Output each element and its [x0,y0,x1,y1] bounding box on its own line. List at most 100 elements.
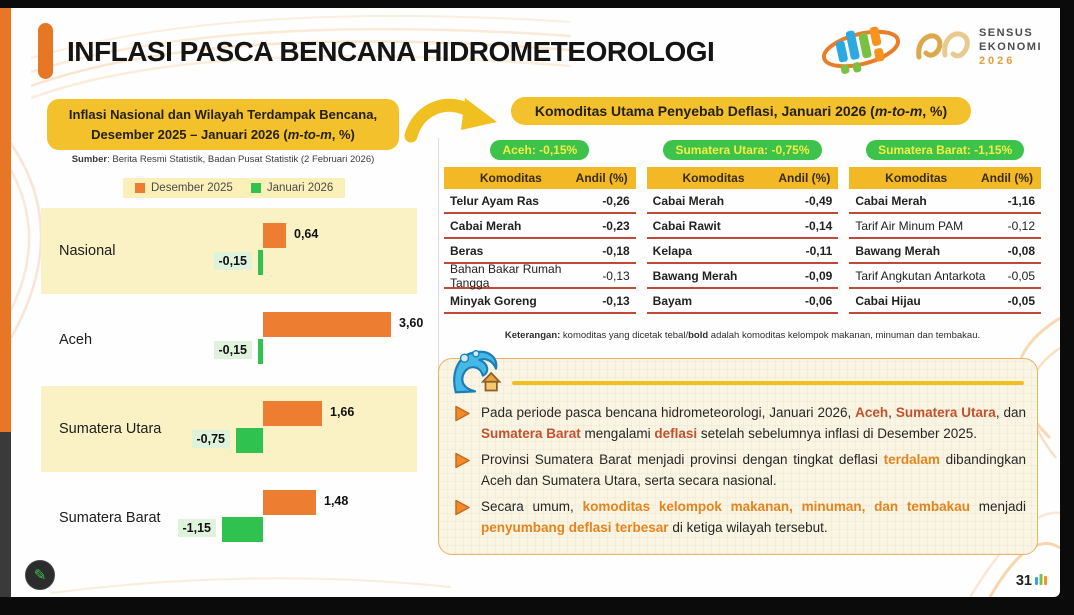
bar-value-januari: -0,75 [191,430,230,448]
bar-desember [263,312,391,337]
table-row: Bawang Merah -0,09 [646,264,839,289]
insight-bullets: Pada periode pasca bencana hidrometeorol… [454,403,1026,544]
table-header-row: Komoditas Andil (%) [646,167,839,189]
pencil-icon: ✎ [33,567,47,584]
commodity-table: Aceh: -0,15% Komoditas Andil (%) Telur Ayam… [444,140,636,314]
table-row: Kelapa -0,11 [646,239,839,264]
panel-divider [438,138,439,498]
col-header-komoditas: Komoditas [479,171,542,185]
commodity-value: -0,05 [1007,293,1036,308]
commodity-value: -0,08 [1007,243,1036,258]
legend-label: Januari 2026 [266,182,334,194]
commodity-name: Beras [450,243,484,258]
legend-item-desember-2025: Desember 2025 [135,182,233,194]
wave-disaster-icon [453,350,502,394]
table-row: Minyak Goreng -0,13 [444,289,636,314]
bar-januari [258,250,263,275]
insight-text: Secara umum, komoditas kelompok makanan,… [481,499,1026,535]
region-deflation-badge: Aceh: -0,15% [490,140,590,160]
region-deflation-badge: Sumatera Barat: -1,15% [866,140,1025,160]
commodity-value: -0,13 [602,268,630,283]
chart-row-aceh: Aceh 3,60 -0,15 [41,297,423,383]
commodity-name: Bawang Merah [652,268,738,283]
commodity-name: Bawang Merah [855,243,941,258]
flow-arrow-icon [404,98,497,143]
tables-panel-title: Komoditas Utama Penyebab Deflasi, Januar… [511,97,971,125]
bullet-triangle-icon [455,499,470,516]
table-row: Bawang Merah -0,08 [849,239,1042,264]
commodity-value: -0,11 [805,243,833,258]
chart-legend: Desember 2025 Januari 2026 [123,178,346,198]
table-row: Cabai Rawit -0,14 [646,214,839,239]
inflation-bar-chart: Nasional 0,64 -0,15 Aceh 3,60 -0,15 Sumatera U… [41,208,433,564]
category-label: Nasional [59,243,116,259]
commodity-value: -0,18 [602,243,630,258]
category-label: Aceh [59,332,93,348]
bar-desember [263,223,286,248]
commodity-table: Sumatera Utara: -0,75% Komoditas Andil (%)… [646,140,839,314]
table-row: Tarif Air Minum PAM -0,12 [849,214,1042,239]
bar-value-desember: 3,60 [399,316,424,330]
insight-text: Pada periode pasca bencana hidrometeorol… [481,405,1027,441]
commodity-name: Bahan Bakar Rumah Tangga [450,261,562,290]
bar-value-januari: -1,15 [177,519,216,537]
commodity-value: -0,06 [804,293,833,308]
bar-value-desember: 1,66 [330,405,355,419]
page-number: 31 [1016,571,1048,589]
commodity-value: -0,14 [804,218,833,233]
edit-annotate-button[interactable]: ✎ [25,560,55,590]
insight-bullet: Pada periode pasca bencana hidrometeorol… [454,403,1026,444]
bar-januari [222,517,263,542]
commodity-name: Tarif Angkutan Antarkota [855,268,986,283]
table-row: Cabai Merah -0,49 [646,189,839,214]
insight-text: Provinsi Sumatera Barat menjadi provinsi… [481,452,1026,488]
sensus-swirl-icon [916,31,970,60]
bar-value-desember: 1,48 [324,494,349,508]
table-row: Telur Ayam Ras -0,26 [444,189,636,214]
bar-value-januari: -0,15 [213,252,252,270]
commodity-name: Telur Ayam Ras [450,193,539,208]
table-row: Cabai Merah -0,23 [444,214,636,239]
category-label: Sumatera Utara [59,421,162,437]
commodity-value: -0,13 [602,293,630,308]
legend-swatch [250,183,261,193]
commodity-value: -0,09 [804,268,833,283]
commodity-table: Sumatera Barat: -1,15% Komoditas Andil (%)… [849,140,1042,314]
commodity-name: Cabai Rawit [652,218,721,233]
category-label: Sumatera Barat [59,510,161,526]
table-row: Tarif Angkutan Antarkota -0,05 [849,264,1042,289]
bar-januari [236,428,263,453]
col-header-andil: Andil (%) [981,171,1034,185]
table-row: Cabai Merah -1,16 [849,189,1042,214]
bullet-triangle-icon [455,452,470,469]
chart-panel-title: Inflasi Nasional dan Wilayah Terdampak B… [47,99,399,150]
commodity-value: -0,12 [1007,218,1036,233]
commodity-value: -0,23 [602,218,630,233]
bar-value-desember: 0,64 [294,227,319,241]
insight-divider-line [512,381,1024,385]
commodity-tables: Aceh: -0,15% Komoditas Andil (%) Telur Ayam… [444,140,1042,314]
col-header-andil: Andil (%) [575,171,628,185]
commodity-value: -0,49 [804,193,833,208]
bar-value-januari: -0,15 [213,341,252,359]
commodity-name: Kelapa [652,243,693,258]
bar-januari [258,339,263,364]
table-header-row: Komoditas Andil (%) [444,167,636,189]
bps-logo-icon [821,26,900,74]
title-accent-bar [38,23,53,79]
bullet-triangle-icon [455,405,470,422]
table-row: Cabai Hijau -0,05 [849,289,1042,314]
commodity-name: Cabai Hijau [855,293,921,308]
commodity-name: Bayam [652,293,693,308]
chart-row-sumatera-utara: Sumatera Utara 1,66 -0,75 [41,386,417,472]
table-row: Bayam -0,06 [646,289,839,314]
commodity-value: -1,16 [1007,193,1036,208]
insight-box: Pada periode pasca bencana hidrometeorol… [438,350,1038,555]
region-deflation-badge: Sumatera Utara: -0,75% [663,140,822,160]
legend-label: Desember 2025 [151,182,233,194]
page-title: INFLASI PASCA BENCANA HIDROMETEOROLOGI [67,36,715,67]
commodity-name: Tarif Air Minum PAM [855,218,964,233]
commodity-name: Cabai Merah [652,193,725,208]
col-header-andil: Andil (%) [778,171,831,185]
